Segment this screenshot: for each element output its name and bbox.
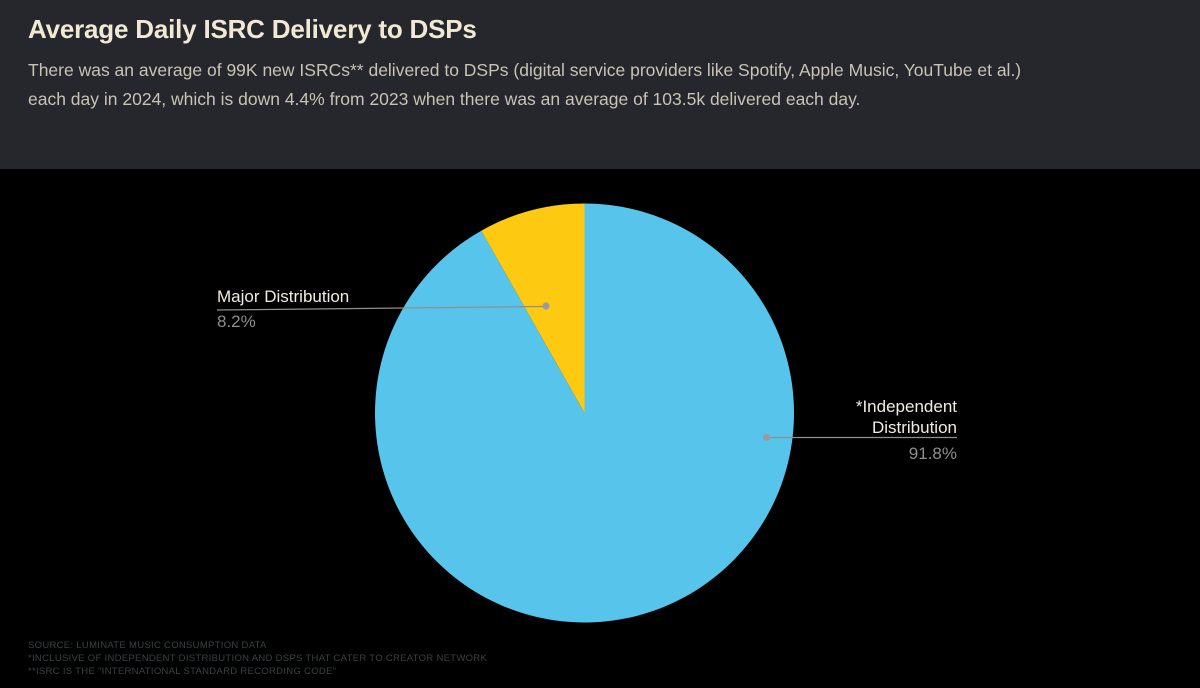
callout-major-label: Major Distribution: [217, 287, 350, 306]
subtitle-line-1: There was an average of 99K new ISRCs** …: [28, 60, 1022, 80]
pie-slice-independent-distribution: [375, 203, 795, 623]
callout-independent-distribution: *Independent Distribution 91.8%: [856, 396, 957, 464]
footnote-1: *INCLUSIVE OF INDEPENDENT DISTRIBUTION A…: [28, 653, 488, 665]
page-subtitle: There was an average of 99K new ISRCs** …: [28, 56, 1021, 113]
independent-leader: [762, 433, 957, 442]
footnote-2: **ISRC IS THE "INTERNATIONAL STANDARD RE…: [28, 666, 337, 678]
header-band: Average Daily ISRC Delivery to DSPs Ther…: [0, 0, 1200, 169]
callout-major-value: 8.2%: [217, 312, 256, 331]
major-leader: [216, 302, 550, 311]
pie-slice-major-distribution: [481, 203, 585, 413]
subtitle-line-2: each day in 2024, which is down 4.4% fro…: [28, 88, 861, 109]
footnotes: SOURCE: LUMINATE MUSIC CONSUMPTION DATA …: [28, 639, 487, 679]
chart-area: [0, 169, 1200, 688]
page-title: Average Daily ISRC Delivery to DSPs: [28, 14, 477, 44]
callout-independent-label-line1: *Independent: [855, 397, 957, 416]
pie-slices: [375, 203, 795, 623]
major-leader-line: [216, 305, 544, 311]
callout-independent-value: 91.8%: [908, 444, 957, 463]
major-leader-dot: [542, 302, 550, 310]
callout-independent-label-line2: Distribution: [871, 418, 957, 437]
pie-chart: [216, 203, 957, 623]
independent-leader-dot: [762, 433, 771, 442]
callout-major-distribution: Major Distribution 8.2%: [217, 286, 349, 332]
source-note: SOURCE: LUMINATE MUSIC CONSUMPTION DATA: [28, 640, 267, 651]
